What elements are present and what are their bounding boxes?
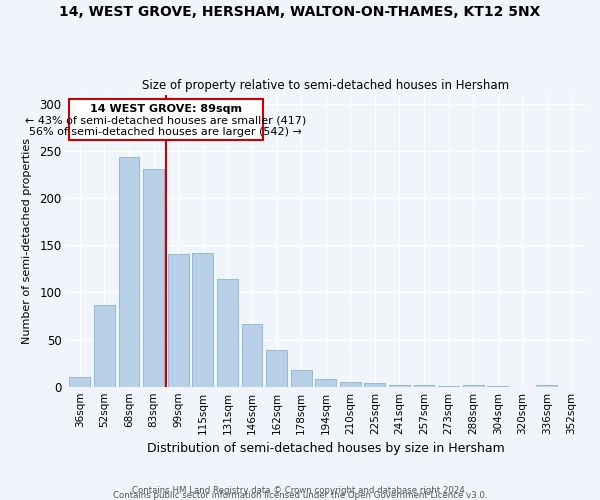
Text: Contains public sector information licensed under the Open Government Licence v3: Contains public sector information licen…	[113, 490, 487, 500]
Bar	[463, 385, 484, 386]
Text: 56% of semi-detached houses are larger (542) →: 56% of semi-detached houses are larger (…	[29, 126, 302, 136]
Bar	[217, 280, 238, 386]
Bar	[413, 385, 434, 386]
Bar	[340, 382, 361, 386]
Title: Size of property relative to semi-detached houses in Hersham: Size of property relative to semi-detach…	[142, 79, 509, 92]
Bar	[364, 383, 385, 386]
Bar	[119, 156, 139, 386]
Bar	[536, 385, 557, 386]
Bar	[315, 379, 336, 386]
Bar	[168, 254, 188, 386]
Bar	[266, 350, 287, 387]
Bar	[389, 385, 410, 386]
Bar	[94, 304, 115, 386]
Text: 14 WEST GROVE: 89sqm: 14 WEST GROVE: 89sqm	[90, 104, 242, 114]
FancyBboxPatch shape	[69, 100, 263, 140]
Bar	[290, 370, 311, 386]
X-axis label: Distribution of semi-detached houses by size in Hersham: Distribution of semi-detached houses by …	[147, 442, 505, 455]
Text: 14, WEST GROVE, HERSHAM, WALTON-ON-THAMES, KT12 5NX: 14, WEST GROVE, HERSHAM, WALTON-ON-THAME…	[59, 5, 541, 19]
Bar	[143, 169, 164, 386]
Text: Contains HM Land Registry data © Crown copyright and database right 2024.: Contains HM Land Registry data © Crown c…	[132, 486, 468, 495]
Bar	[193, 253, 213, 386]
Y-axis label: Number of semi-detached properties: Number of semi-detached properties	[22, 138, 32, 344]
Bar	[70, 378, 91, 386]
Text: ← 43% of semi-detached houses are smaller (417): ← 43% of semi-detached houses are smalle…	[25, 116, 307, 126]
Bar	[242, 324, 262, 386]
